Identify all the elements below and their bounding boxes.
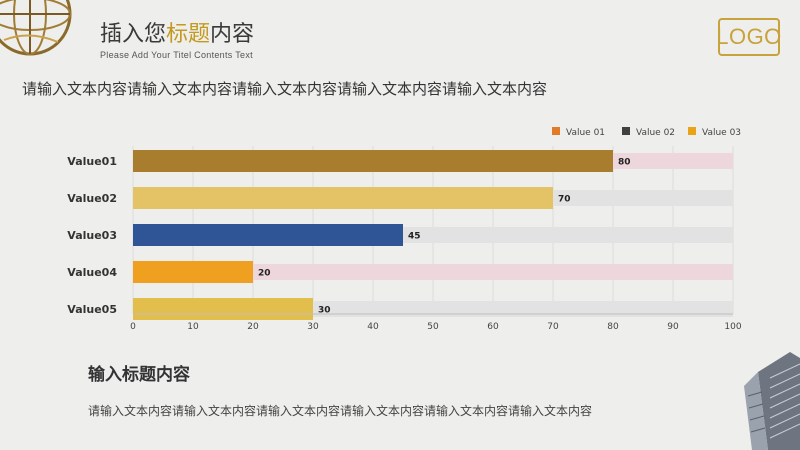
title-highlight: 标题 [166,22,211,47]
bar [133,224,403,246]
tick-label: 40 [367,322,379,332]
category-label: Value03 [67,229,117,242]
tick-label: 90 [667,322,679,332]
legend-swatch [622,127,630,135]
data-label: 45 [408,232,421,242]
category-label: Value05 [67,303,117,316]
legend-label: Value 03 [702,128,741,138]
legend-swatch [688,127,696,135]
data-label: 30 [318,306,331,316]
section-body: 请输入文本内容请输入文本内容请输入文本内容请输入文本内容请输入文本内容请输入文本… [88,404,593,418]
data-label: 20 [258,269,271,279]
page-subtitle: Please Add Your Titel Contents Text [100,50,253,60]
tick-label: 100 [724,322,741,332]
title-block: 插入您标题内容 Please Add Your Titel Contents T… [100,22,254,60]
legend-swatch [552,127,560,135]
category-label: Value01 [67,155,117,168]
tick-label: 20 [247,322,259,332]
tick-label: 60 [487,322,499,332]
category-label: Value02 [67,192,117,205]
legend-label: Value 02 [636,128,675,138]
tick-label: 80 [607,322,619,332]
logo: LOGO [716,18,781,56]
tick-label: 0 [130,322,136,332]
bar [133,261,253,283]
legend-label: Value 01 [566,128,605,138]
section-heading: 输入标题内容 [88,365,190,385]
tick-label: 30 [307,322,319,332]
globe-decoration [0,0,72,56]
data-label: 70 [558,195,571,205]
category-label: Value04 [67,266,117,279]
bar-track [133,264,733,280]
page-title: 插入您标题内容 [100,22,255,47]
bar [133,187,553,209]
tick-label: 10 [187,322,199,332]
tick-label: 70 [547,322,559,332]
lead-text: 请输入文本内容请输入文本内容请输入文本内容请输入文本内容请输入文本内容 [22,80,548,98]
tick-label: 50 [427,322,439,332]
bar-chart: 80 Value01 70 Value02 45 Value03 20 Value04 30 Va… [67,127,742,332]
building-decoration [744,352,800,450]
bar [133,298,313,320]
data-label: 80 [618,158,631,168]
bar [133,150,613,172]
